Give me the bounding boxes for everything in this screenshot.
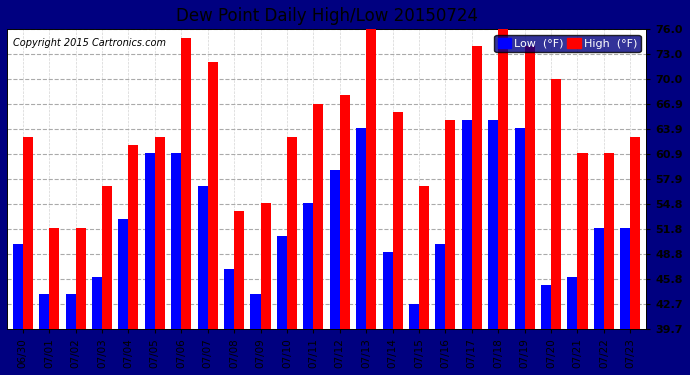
Bar bbox=[435, 244, 446, 329]
Bar bbox=[620, 228, 630, 329]
Bar bbox=[234, 211, 244, 329]
Title: Dew Point Daily High/Low 20150724: Dew Point Daily High/Low 20150724 bbox=[175, 7, 477, 25]
Bar bbox=[224, 269, 234, 329]
Bar bbox=[155, 136, 165, 329]
Bar bbox=[446, 120, 455, 329]
Bar bbox=[181, 38, 191, 329]
Bar bbox=[66, 294, 76, 329]
Bar bbox=[171, 153, 181, 329]
Bar bbox=[208, 62, 218, 329]
Bar bbox=[92, 277, 102, 329]
Bar bbox=[304, 203, 313, 329]
Bar bbox=[356, 128, 366, 329]
Bar bbox=[313, 104, 324, 329]
Bar bbox=[409, 303, 419, 329]
Bar bbox=[515, 128, 524, 329]
Bar bbox=[39, 294, 49, 329]
Bar bbox=[119, 219, 128, 329]
Bar bbox=[49, 228, 59, 329]
Bar bbox=[145, 153, 155, 329]
Bar bbox=[339, 95, 350, 329]
Bar bbox=[462, 120, 472, 329]
Bar bbox=[578, 153, 587, 329]
Bar bbox=[12, 244, 23, 329]
Bar bbox=[366, 29, 376, 329]
Bar bbox=[76, 228, 86, 329]
Bar bbox=[261, 203, 270, 329]
Bar bbox=[594, 228, 604, 329]
Bar bbox=[604, 153, 614, 329]
Bar bbox=[382, 252, 393, 329]
Bar bbox=[489, 120, 498, 329]
Bar bbox=[551, 79, 561, 329]
Bar bbox=[197, 186, 208, 329]
Bar bbox=[250, 294, 261, 329]
Bar bbox=[393, 112, 403, 329]
Bar bbox=[541, 285, 551, 329]
Bar bbox=[524, 46, 535, 329]
Bar bbox=[630, 136, 640, 329]
Text: Copyright 2015 Cartronics.com: Copyright 2015 Cartronics.com bbox=[13, 38, 166, 48]
Bar bbox=[102, 186, 112, 329]
Bar bbox=[567, 277, 578, 329]
Legend: Low  (°F), High  (°F): Low (°F), High (°F) bbox=[495, 35, 640, 52]
Bar bbox=[287, 136, 297, 329]
Bar bbox=[23, 136, 33, 329]
Bar bbox=[498, 29, 509, 329]
Bar bbox=[472, 46, 482, 329]
Bar bbox=[419, 186, 429, 329]
Bar bbox=[128, 145, 139, 329]
Bar bbox=[330, 170, 339, 329]
Bar bbox=[277, 236, 287, 329]
